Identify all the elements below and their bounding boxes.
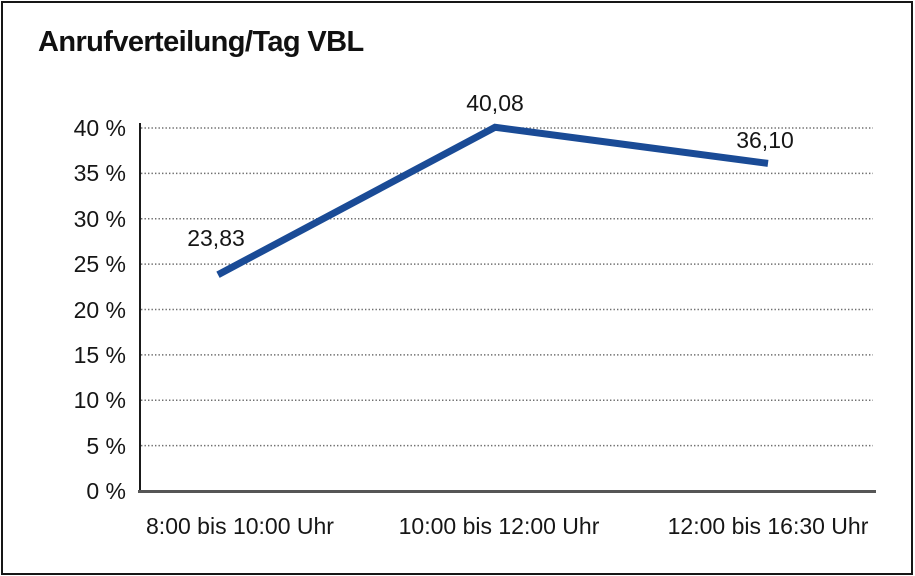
y-tick-label: 30 % <box>73 205 126 232</box>
x-category-label: 8:00 bis 10:00 Uhr <box>146 513 334 539</box>
data-point-label: 23,83 <box>187 224 245 251</box>
y-tick-label: 15 % <box>73 341 126 368</box>
y-tick-label: 20 % <box>73 296 126 323</box>
chart-title: Anrufverteilung/Tag VBL <box>38 26 364 58</box>
y-tick-label: 35 % <box>73 160 126 187</box>
y-tick-label: 5 % <box>86 432 126 459</box>
data-point-label: 36,10 <box>736 126 794 153</box>
y-tick-label: 25 % <box>73 251 126 278</box>
x-category-label: 10:00 bis 12:00 Uhr <box>398 513 600 539</box>
x-category-label: 12:00 bis 16:30 Uhr <box>667 513 869 539</box>
y-tick-label: 40 % <box>73 115 126 141</box>
y-tick-label: 10 % <box>73 387 126 414</box>
data-point-label: 40,08 <box>466 89 524 116</box>
data-line-series <box>216 123 769 278</box>
y-tick-label: 0 % <box>86 478 126 504</box>
